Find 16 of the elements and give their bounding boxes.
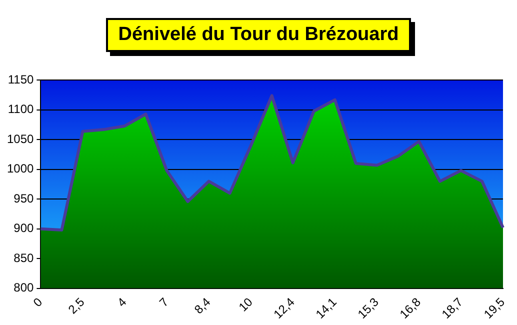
y-tick-label: 850 xyxy=(14,250,34,265)
x-tick-label: 0 xyxy=(30,294,46,310)
x-tick-label: 2,5 xyxy=(65,294,88,317)
y-tick-label: 1050 xyxy=(6,132,34,146)
y-tick-label: 950 xyxy=(14,191,34,206)
x-tick-label: 14,1 xyxy=(312,294,340,322)
y-tick-label: 900 xyxy=(14,221,34,236)
x-tick-label: 7 xyxy=(156,294,172,310)
chart-title: Dénivelé du Tour du Brézouard xyxy=(106,18,411,52)
y-tick-label: 1150 xyxy=(8,72,34,87)
x-tick-label: 10 xyxy=(236,294,256,314)
x-tick-label: 4 xyxy=(114,294,130,310)
y-tick-label: 800 xyxy=(14,280,34,295)
x-tick-label: 8,4 xyxy=(192,294,214,317)
y-tick-label: 1000 xyxy=(6,162,34,176)
y-tick-label: 1100 xyxy=(8,102,34,116)
